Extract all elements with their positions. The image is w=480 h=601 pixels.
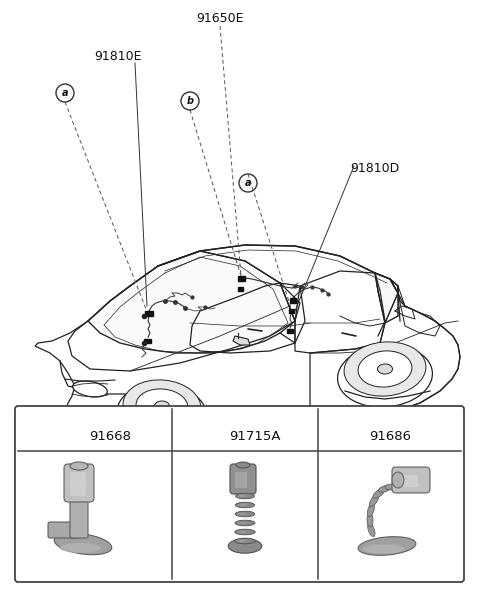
Ellipse shape [136, 389, 188, 423]
Ellipse shape [367, 503, 374, 517]
Ellipse shape [367, 513, 373, 527]
Ellipse shape [235, 502, 254, 508]
Ellipse shape [378, 485, 392, 492]
Ellipse shape [392, 472, 404, 488]
Ellipse shape [237, 495, 247, 497]
Text: a: a [35, 431, 41, 441]
Ellipse shape [235, 520, 255, 526]
FancyBboxPatch shape [64, 464, 94, 502]
Text: 91668: 91668 [89, 430, 131, 442]
Text: 91810D: 91810D [350, 162, 400, 175]
Bar [238, 287, 243, 291]
Ellipse shape [237, 513, 247, 515]
Text: 91650E: 91650E [196, 13, 244, 25]
Ellipse shape [237, 540, 247, 542]
FancyBboxPatch shape [392, 467, 430, 493]
Text: a: a [62, 88, 68, 98]
FancyBboxPatch shape [396, 475, 418, 487]
Ellipse shape [59, 543, 101, 553]
Text: a: a [245, 178, 252, 188]
Text: 91810E: 91810E [94, 49, 142, 63]
Ellipse shape [337, 345, 432, 407]
FancyBboxPatch shape [15, 406, 464, 582]
Ellipse shape [358, 351, 412, 387]
Ellipse shape [228, 539, 262, 553]
Text: b: b [187, 96, 193, 106]
Ellipse shape [235, 529, 255, 535]
Ellipse shape [368, 523, 375, 537]
Text: b: b [186, 431, 194, 441]
FancyBboxPatch shape [70, 499, 88, 538]
Ellipse shape [369, 495, 379, 507]
FancyBboxPatch shape [235, 472, 247, 488]
Bar [144, 339, 151, 343]
Polygon shape [88, 251, 295, 353]
Bar [238, 276, 245, 281]
FancyBboxPatch shape [48, 522, 80, 538]
Ellipse shape [54, 533, 112, 555]
Text: 91686: 91686 [369, 430, 411, 442]
Ellipse shape [237, 504, 247, 506]
Ellipse shape [236, 493, 254, 499]
FancyBboxPatch shape [230, 464, 256, 494]
Ellipse shape [117, 384, 207, 444]
Polygon shape [35, 245, 460, 468]
Bar [145, 311, 153, 316]
Ellipse shape [235, 511, 255, 517]
Ellipse shape [373, 489, 385, 498]
Ellipse shape [377, 364, 393, 374]
Text: H: H [117, 430, 123, 439]
Bar [289, 309, 294, 313]
Ellipse shape [72, 381, 108, 397]
Ellipse shape [385, 484, 399, 490]
Polygon shape [375, 273, 398, 323]
FancyBboxPatch shape [70, 472, 86, 496]
Bar [287, 329, 293, 333]
Ellipse shape [123, 380, 201, 432]
Ellipse shape [237, 531, 247, 533]
Text: 91715A: 91715A [229, 430, 281, 442]
Polygon shape [233, 336, 250, 345]
Ellipse shape [235, 538, 255, 544]
Ellipse shape [237, 522, 247, 524]
Ellipse shape [344, 342, 426, 396]
Ellipse shape [363, 545, 405, 554]
Ellipse shape [236, 462, 250, 468]
Ellipse shape [358, 537, 416, 555]
Bar [290, 298, 296, 303]
Ellipse shape [70, 462, 88, 470]
Ellipse shape [155, 401, 169, 411]
